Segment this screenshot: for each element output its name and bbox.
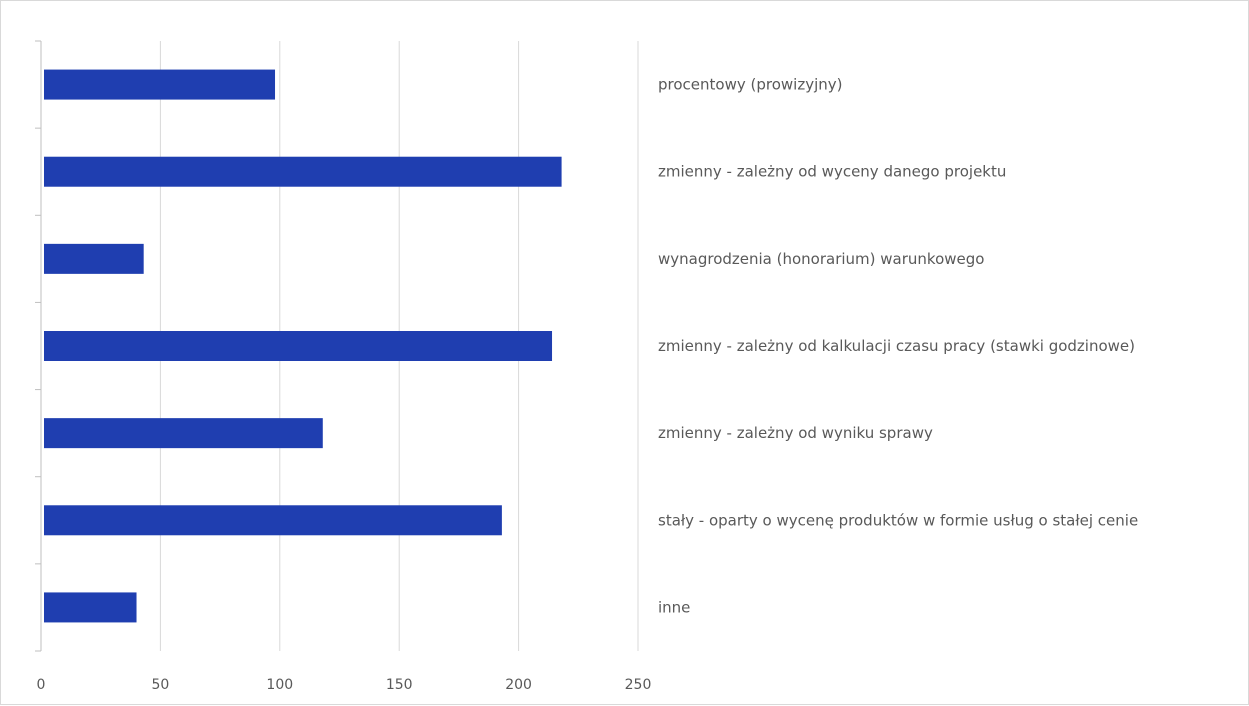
x-axis-tick-labels: 0 50 100 150 200 250 — [37, 677, 652, 693]
category-label: zmienny - zależny od wyceny danego proje… — [658, 163, 1006, 181]
category-label: procentowy (prowizyjny) — [658, 76, 842, 94]
category-labels: procentowy (prowizyjny) zmienny - zależny… — [658, 76, 1138, 617]
bar — [44, 156, 562, 187]
category-label: stały - oparty o wycenę produktów w form… — [658, 511, 1138, 529]
bar — [44, 243, 144, 274]
x-tick-label: 100 — [266, 677, 293, 693]
bar — [44, 505, 502, 536]
category-label: wynagrodzenia (honorarium) warunkowego — [658, 250, 984, 268]
category-axis — [35, 40, 42, 652]
bar — [44, 331, 553, 361]
category-label: zmienny - zależny od kalkulacji czasu pr… — [658, 337, 1135, 355]
bar — [44, 592, 137, 623]
x-tick-label: 200 — [505, 677, 532, 693]
bar — [44, 69, 276, 100]
x-tick-label: 0 — [37, 677, 46, 693]
x-tick-label: 250 — [625, 677, 652, 693]
bars — [44, 69, 562, 623]
bar — [44, 418, 323, 449]
x-tick-label: 150 — [386, 677, 413, 693]
x-tick-label: 50 — [151, 677, 169, 693]
category-label: zmienny - zależny od wyniku sprawy — [658, 424, 933, 442]
category-label: inne — [658, 598, 690, 616]
